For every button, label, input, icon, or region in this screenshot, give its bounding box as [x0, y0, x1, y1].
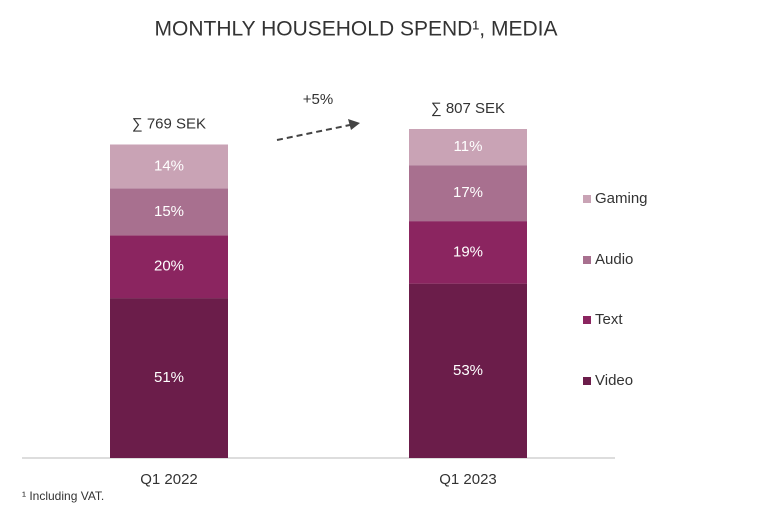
- arrow-head: [348, 119, 360, 130]
- x-tick-label: Q1 2022: [140, 471, 198, 488]
- data-label: 20%: [154, 258, 184, 275]
- data-label: 53%: [453, 362, 483, 379]
- bar-segment: [409, 129, 527, 166]
- legend-swatch: [583, 377, 591, 385]
- legend-swatch: [583, 195, 591, 203]
- data-label: 15%: [154, 203, 184, 220]
- arrow: [276, 124, 351, 141]
- data-label: 14%: [154, 157, 184, 174]
- data-label: 17%: [453, 184, 483, 201]
- legend-swatch: [583, 316, 591, 324]
- legend-swatch: [583, 256, 591, 264]
- total-label: ∑ 807 SEK: [431, 100, 505, 117]
- bar-segment: [409, 165, 527, 222]
- data-label: 51%: [154, 369, 184, 386]
- legend-label: Gaming: [595, 190, 648, 207]
- bar-segment: [110, 144, 228, 189]
- data-label: 11%: [454, 138, 483, 155]
- chart-title: MONTHLY HOUSEHOLD SPEND¹, MEDIA: [155, 18, 558, 41]
- total-label: ∑ 769 SEK: [132, 115, 206, 132]
- bar-segment: [409, 221, 527, 284]
- legend-label: Text: [595, 311, 623, 328]
- bar-segment: [110, 235, 228, 299]
- bar-segment: [409, 283, 527, 458]
- footnote: ¹ Including VAT.: [22, 489, 104, 503]
- x-tick-label: Q1 2023: [439, 471, 497, 488]
- legend-label: Video: [595, 372, 633, 389]
- annotation: +5%: [303, 91, 333, 108]
- bar-segment: [110, 188, 228, 236]
- legend-label: Audio: [595, 251, 633, 268]
- data-label: 19%: [453, 243, 483, 260]
- bar-segment: [110, 298, 228, 458]
